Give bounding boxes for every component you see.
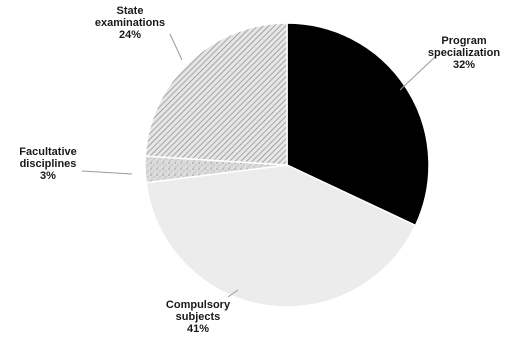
leader-lines [81,33,437,298]
leader-line [399,55,437,91]
slice-labels: Program specialization 32% Compulsory subjec… [19,5,500,335]
slice-label-line: disciplines [20,158,77,170]
slice-value-label: 32% [453,59,475,71]
pie-slice-state-examinations [144,22,288,166]
slice-label-line: specialization [428,47,500,59]
slice-label-line: examinations [95,17,165,29]
slice-label-line: Facultative [19,146,76,158]
slice-value-label: 3% [40,170,56,182]
slice-label: Facultative disciplines 3% [19,146,76,182]
pie-slices [144,22,430,308]
leader-line [81,170,133,175]
slice-label: Compulsory subjects 41% [166,299,231,335]
slice-label-line: Program [441,35,486,47]
slice-label-line: subjects [176,311,221,323]
slice-label: Program specialization 32% [428,35,500,71]
leader-line [169,33,183,61]
pie-slice-program-specialization [286,22,430,227]
pie-slice-compulsory-subjects [145,164,417,308]
slice-label-line: State [117,5,144,17]
leader-line [227,289,239,298]
slice-value-label: 24% [119,29,141,41]
slice-value-label: 41% [187,323,209,335]
slice-label: State examinations 24% [95,5,165,41]
slice-label-line: Compulsory [166,299,231,311]
